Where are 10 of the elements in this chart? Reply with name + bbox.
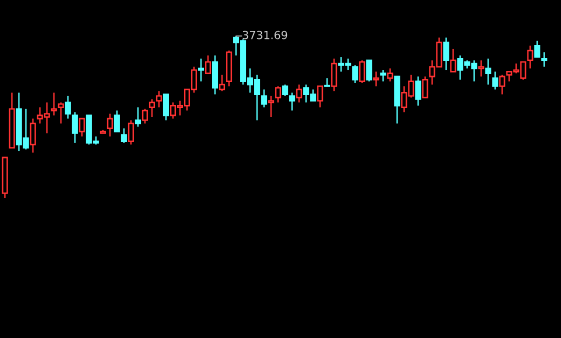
candlestick (198, 58, 204, 82)
candlestick (30, 118, 36, 154)
candlestick (541, 52, 548, 68)
candlestick (373, 70, 380, 87)
candlestick (478, 60, 484, 78)
annotation: 3731.69 (242, 30, 288, 40)
candlestick (485, 58, 492, 86)
candlestick (527, 45, 534, 70)
candlestick (443, 36, 450, 71)
candlestick (50, 92, 57, 116)
